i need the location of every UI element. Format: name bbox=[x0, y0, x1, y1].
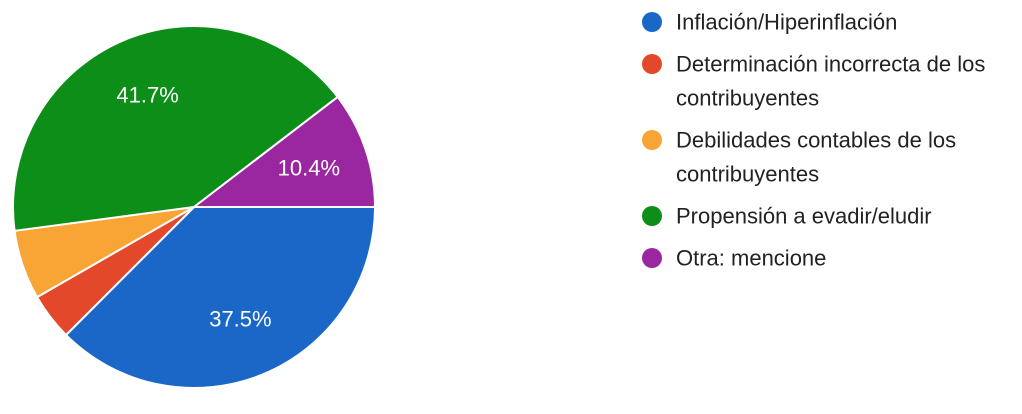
legend-label: Determinación incorrecta de los bbox=[676, 52, 985, 77]
slice-data-label: 37.5% bbox=[209, 307, 271, 332]
legend-label: Debilidades contables de los bbox=[676, 128, 956, 153]
legend-item: Debilidades contables de los contribuyent… bbox=[642, 128, 956, 187]
legend-item: Determinación incorrecta de los contribuy… bbox=[642, 52, 985, 111]
pie-data-labels: 37.5% 41.7% 10.4% bbox=[116, 82, 340, 331]
legend-item: Propensión a evadir/eludir bbox=[642, 204, 932, 229]
slice-data-label: 10.4% bbox=[278, 156, 340, 181]
legend-label: Propensión a evadir/eludir bbox=[676, 204, 932, 229]
legend-item: Inflación/Hiperinflación bbox=[642, 10, 897, 35]
pie-slice bbox=[193, 95, 376, 208]
legend: Inflación/Hiperinflación Determinación in… bbox=[642, 10, 985, 271]
legend-swatch bbox=[642, 130, 662, 150]
legend-label: Inflación/Hiperinflación bbox=[676, 10, 897, 35]
legend-item: Otra: mencione bbox=[642, 246, 826, 271]
legend-label: Otra: mencione bbox=[676, 246, 826, 271]
slice-data-label: 41.7% bbox=[116, 82, 178, 107]
pie-slice bbox=[65, 206, 376, 389]
legend-swatch bbox=[642, 12, 662, 32]
legend-swatch bbox=[642, 54, 662, 74]
legend-swatch bbox=[642, 248, 662, 268]
legend-swatch bbox=[642, 206, 662, 226]
pie-slices bbox=[12, 25, 376, 389]
legend-label: contribuyentes bbox=[676, 162, 819, 187]
legend-label: contribuyentes bbox=[676, 86, 819, 111]
pie-slice bbox=[12, 25, 339, 232]
